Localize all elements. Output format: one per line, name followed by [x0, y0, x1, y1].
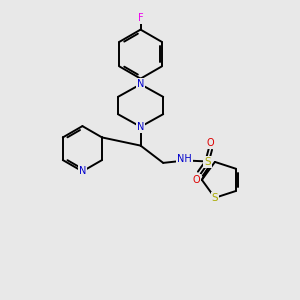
Text: N: N [137, 122, 144, 132]
Text: NH: NH [177, 154, 192, 164]
Text: O: O [206, 138, 214, 148]
Text: S: S [204, 157, 211, 167]
Text: O: O [192, 175, 200, 184]
Text: F: F [138, 13, 143, 23]
Text: S: S [212, 193, 218, 203]
Text: N: N [137, 79, 144, 89]
Text: N: N [79, 167, 86, 176]
